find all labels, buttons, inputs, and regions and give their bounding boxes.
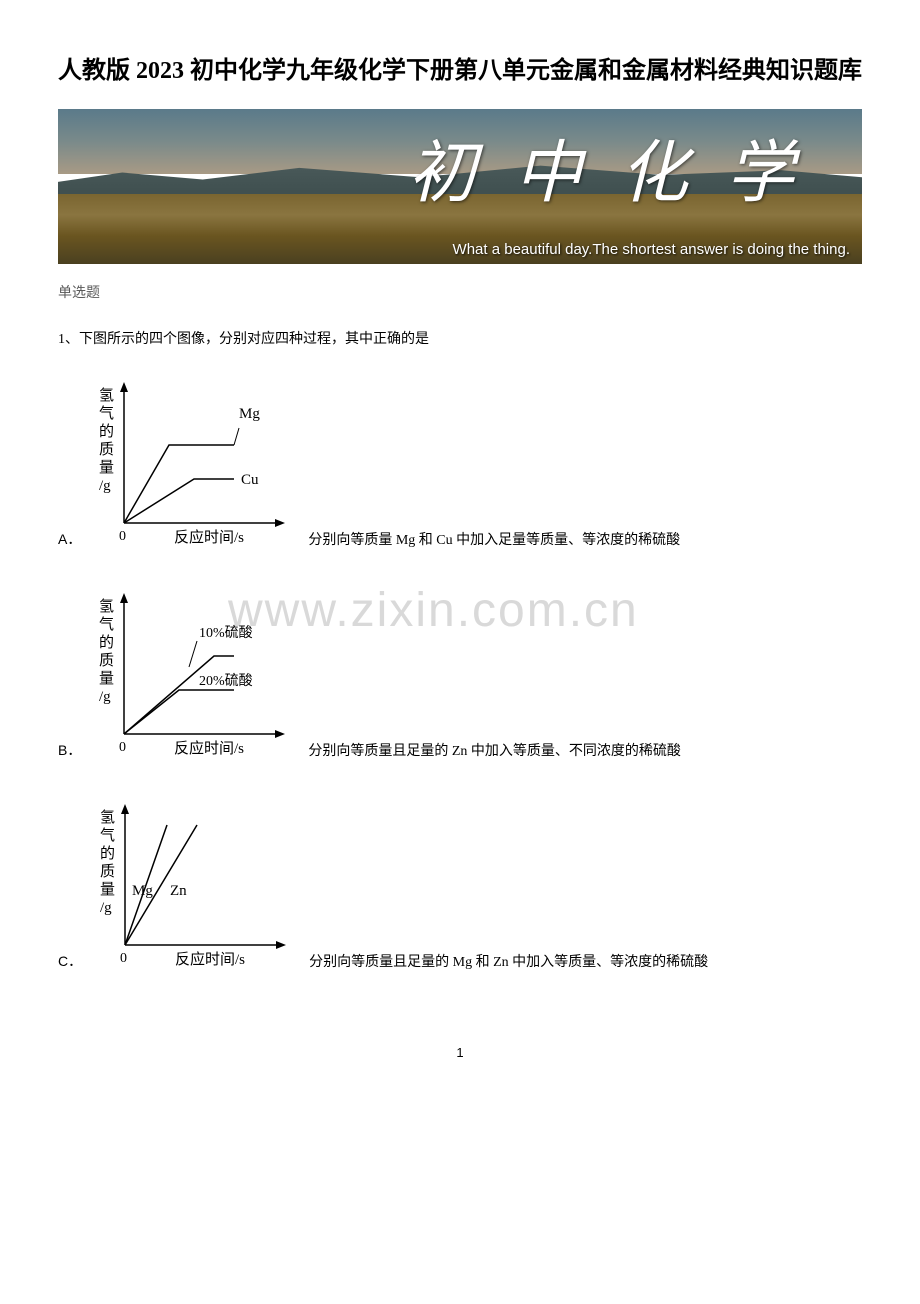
ylabel-char: 的 [99,423,114,440]
page-title: 人教版 2023 初中化学九年级化学下册第八单元金属和金属材料经典知识题库 [58,50,862,85]
ylabel-char: 气 [99,405,114,422]
option-a-row: A． 氢 气 的 质 量 /g 0 反应时间/s Mg Cu 分别向等质量 Mg… [58,378,862,553]
series-10pct [124,656,234,734]
ylabel-char: 质 [99,652,114,669]
ylabel-char: 气 [100,827,115,844]
mg-pointer [234,428,239,445]
x-label: 反应时间/s [174,739,244,757]
y-arrow [120,382,128,392]
question-text: 1、下图所示的四个图像，分别对应四种过程，其中正确的是 [58,328,862,348]
pointer-10 [189,641,197,667]
ylabel-char: 的 [99,634,114,651]
y-arrow [121,804,129,814]
y-arrow [120,593,128,603]
option-a-chart: 氢 气 的 质 量 /g 0 反应时间/s Mg Cu [89,378,294,553]
option-a-text: 分别向等质量 Mg 和 Cu 中加入足量等质量、等浓度的稀硫酸 [308,529,680,553]
banner-sub-text: What a beautiful day.The shortest answer… [453,241,850,258]
section-label: 单选题 [58,282,862,302]
series-mg [124,445,234,523]
x-arrow [275,730,285,738]
series-label-mg: Mg [132,883,153,899]
x-arrow [275,519,285,527]
option-c-letter: C． [58,951,82,975]
origin-label: 0 [119,740,126,755]
ylabel-char: 氢 [99,387,114,404]
ylabel-char: 量 [100,882,115,898]
ylabel-char: 的 [100,845,115,862]
question-body: 下图所示的四个图像，分别对应四种过程，其中正确的是 [79,332,429,347]
ylabel-char: 质 [100,863,115,880]
banner-big-text: 初中化学 [408,117,832,216]
series-label-mg: Mg [239,406,260,422]
option-b-text: 分别向等质量且足量的 Zn 中加入等质量、不同浓度的稀硫酸 [308,740,681,764]
question-number: 1、 [58,332,79,347]
series-label-10pct: 10%硫酸 [199,625,253,641]
series-label-cu: Cu [241,472,259,488]
option-b-letter: B． [58,740,81,764]
origin-label: 0 [120,951,127,966]
ylabel-char: 量 [99,671,114,687]
ylabel-char: 量 [99,460,114,476]
ylabel-char: 氢 [100,809,115,826]
ylabel-char: /g [100,900,112,916]
ylabel-char: 气 [99,616,114,633]
origin-label: 0 [119,529,126,544]
option-c-chart: 氢 气 的 质 量 /g 0 反应时间/s Mg Zn [90,800,295,975]
option-a-letter: A． [58,529,81,553]
page-number: 1 [58,1045,862,1060]
series-20pct [124,690,234,734]
option-c-row: C． 氢 气 的 质 量 /g 0 反应时间/s Mg Zn 分别向等质量且足量… [58,800,862,975]
ylabel-char: /g [99,689,111,705]
ylabel-char: /g [99,478,111,494]
option-c-text: 分别向等质量且足量的 Mg 和 Zn 中加入等质量、等浓度的稀硫酸 [309,951,708,975]
x-arrow [276,941,286,949]
option-b-row: www.zixin.com.cn B． 氢 气 的 质 量 /g 0 反应时间/… [58,589,862,764]
x-label: 反应时间/s [175,950,245,968]
x-label: 反应时间/s [174,528,244,546]
series-cu [124,479,234,523]
series-label-zn: Zn [170,883,187,899]
option-b-chart: 氢 气 的 质 量 /g 0 反应时间/s 10%硫酸 20%硫酸 [89,589,294,764]
banner-image: 初中化学 What a beautiful day.The shortest a… [58,109,862,264]
ylabel-char: 质 [99,441,114,458]
ylabel-char: 氢 [99,598,114,615]
series-label-20pct: 20%硫酸 [199,673,253,689]
